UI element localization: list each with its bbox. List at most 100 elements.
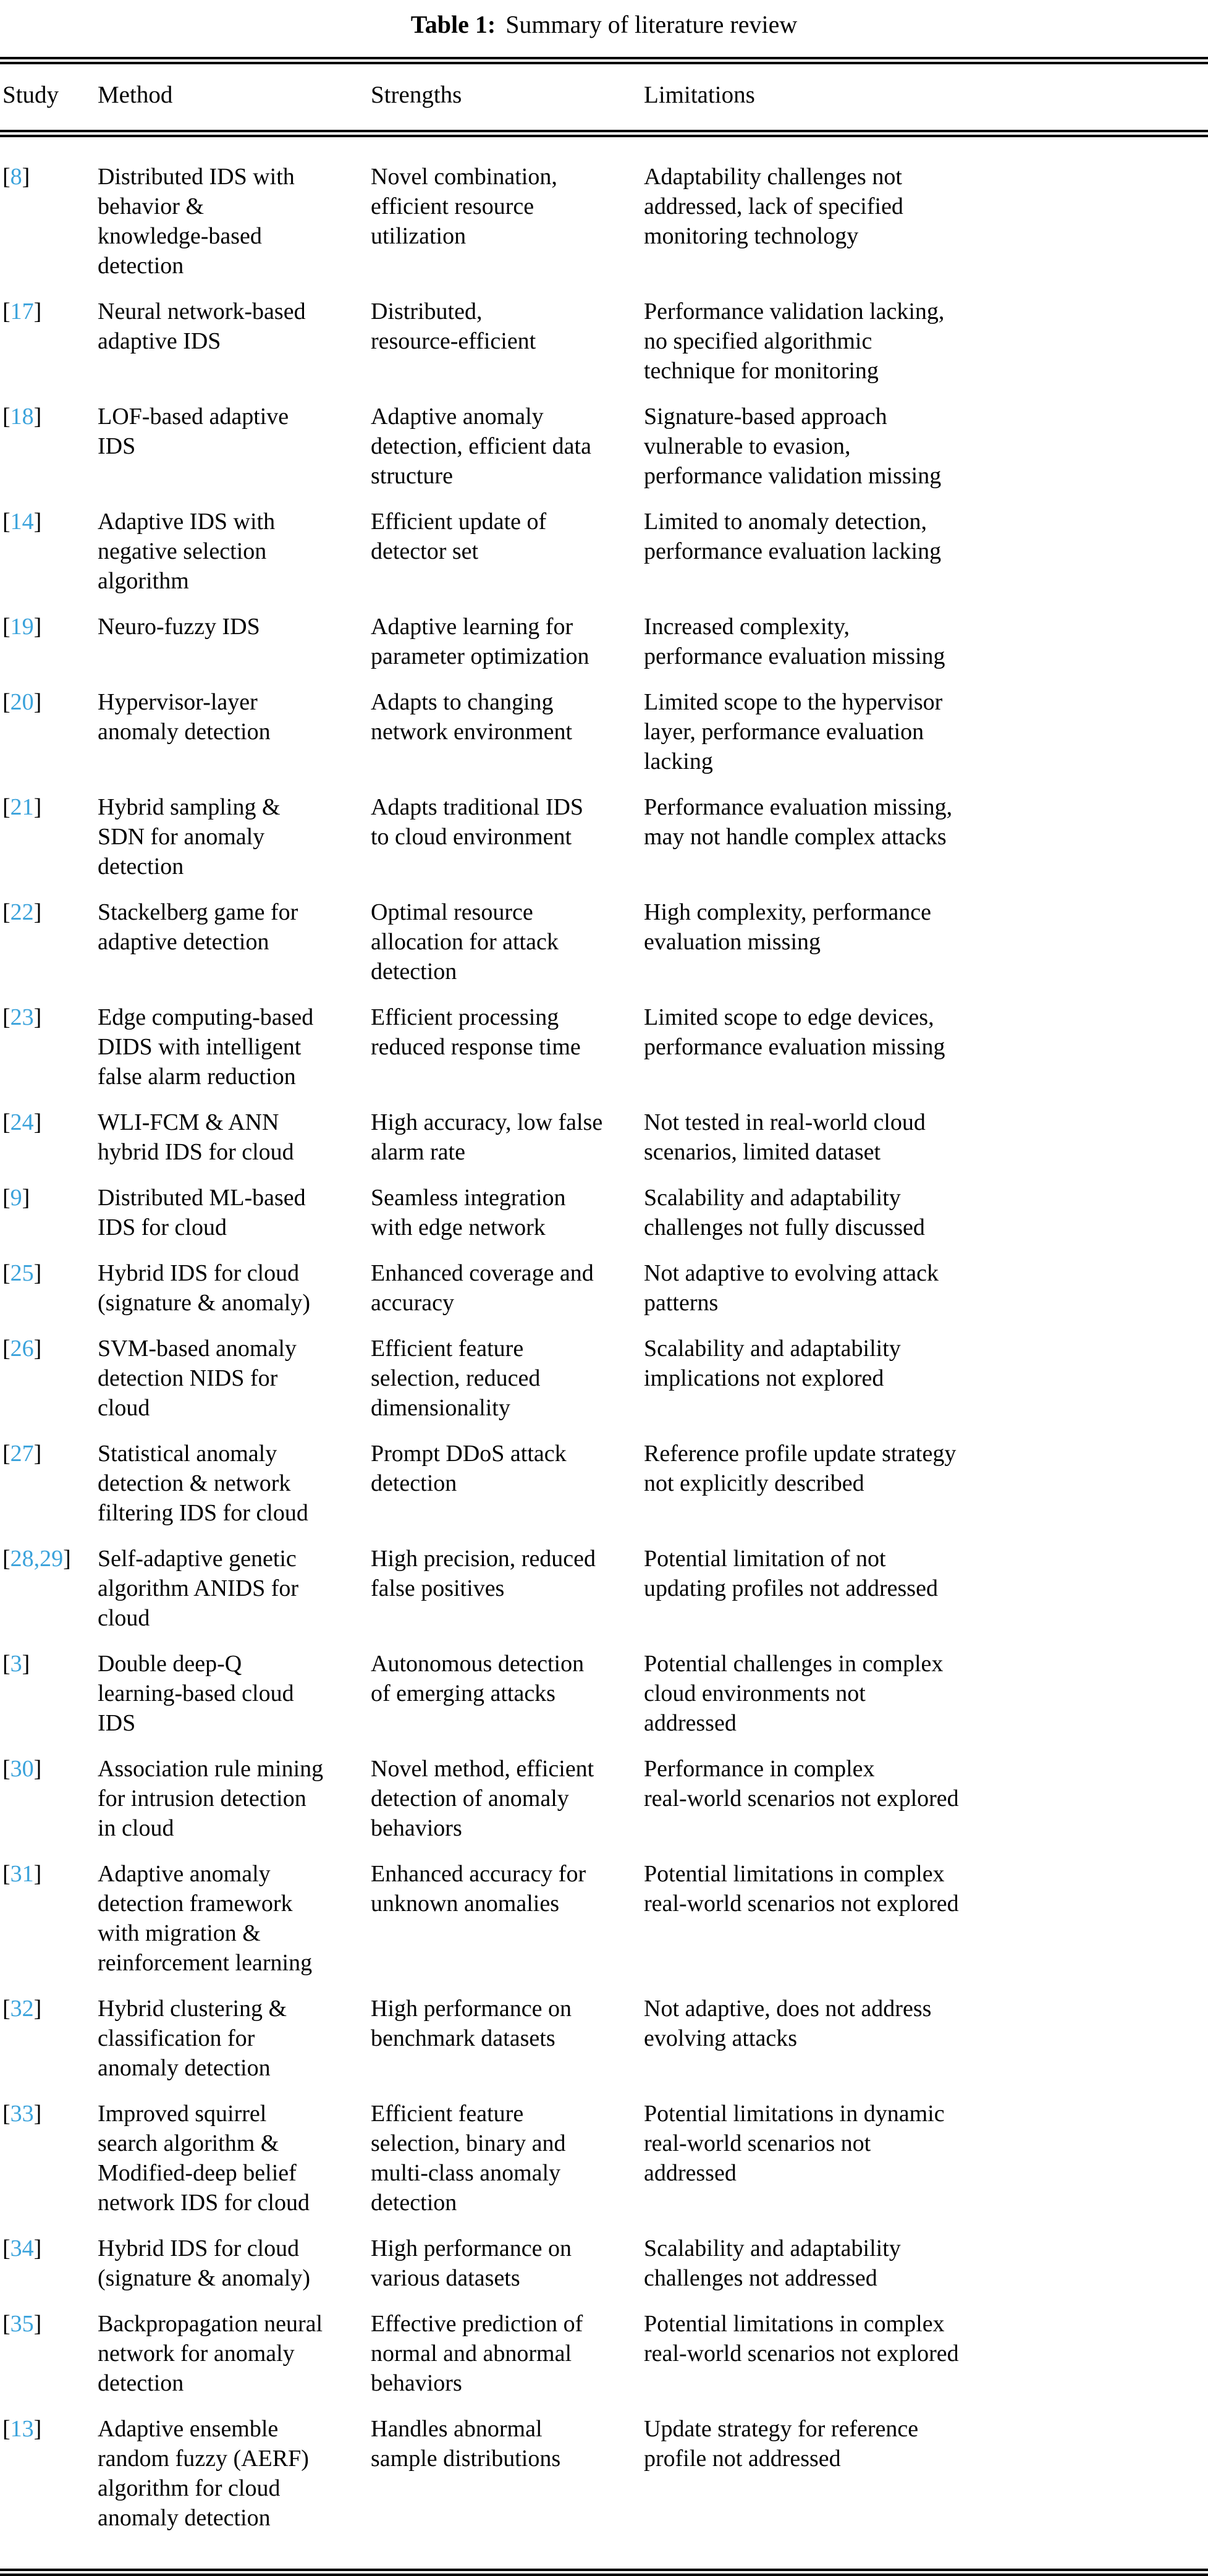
study-cell: [27] bbox=[0, 1439, 98, 1544]
citation-bracket-open: [ bbox=[2, 689, 11, 715]
study-cell: [28,29] bbox=[0, 1544, 98, 1649]
citation-link[interactable]: 20 bbox=[10, 689, 34, 715]
study-cell: [3] bbox=[0, 1649, 98, 1754]
citation-bracket-open: [ bbox=[2, 1004, 11, 1030]
header-row: Study Method Strengths Limitations bbox=[0, 57, 1208, 137]
table-caption-text: Summary of literature review bbox=[505, 11, 798, 38]
citation-link[interactable]: 23 bbox=[10, 1004, 34, 1030]
literature-review-table: Study Method Strengths Limitations [8] D… bbox=[0, 57, 1208, 2576]
table-row: [13] Adaptive ensemble random fuzzy (AER… bbox=[0, 2414, 1208, 2572]
citation-link[interactable]: 27 bbox=[10, 1441, 34, 1467]
citation-link[interactable]: 30 bbox=[10, 1756, 34, 1782]
method-cell: Adaptive ensemble random fuzzy (AERF) al… bbox=[98, 2416, 309, 2531]
study-cell: [26] bbox=[0, 1334, 98, 1439]
citation-bracket-close: ] bbox=[33, 404, 42, 430]
citation-link[interactable]: 21 bbox=[10, 794, 34, 820]
citation-link[interactable]: 17 bbox=[10, 299, 34, 324]
table-row: [31] Adaptive anomaly detection framewor… bbox=[0, 1859, 1208, 1994]
study-cell: [33] bbox=[0, 2099, 98, 2234]
strengths-cell: Efficient processing reduced response ti… bbox=[371, 1004, 581, 1060]
citation-link[interactable]: 25 bbox=[10, 1260, 34, 1286]
citation-link[interactable]: 32 bbox=[10, 1996, 34, 2022]
citation-link[interactable]: 34 bbox=[10, 2235, 34, 2261]
strengths-cell: Adapts to changing network environment bbox=[371, 689, 573, 745]
citation-link[interactable]: 35 bbox=[10, 2311, 34, 2337]
table-row: [8] Distributed IDS with behavior & know… bbox=[0, 133, 1208, 297]
limitations-cell: Limited to anomaly detection, performanc… bbox=[644, 509, 942, 564]
study-cell: [24] bbox=[0, 1108, 98, 1183]
limitations-cell: Reference profile update strategy not ex… bbox=[644, 1441, 957, 1496]
column-header-method: Method bbox=[98, 57, 371, 137]
citation-bracket-open: [ bbox=[2, 1185, 11, 1211]
citation-link[interactable]: 33 bbox=[10, 2101, 34, 2127]
citation-bracket-open: [ bbox=[2, 1336, 11, 1362]
citation-link[interactable]: 19 bbox=[10, 614, 34, 640]
citation-bracket-close: ] bbox=[33, 2101, 42, 2127]
limitations-cell: Scalability and adaptability implication… bbox=[644, 1336, 901, 1391]
citation-bracket-close: ] bbox=[33, 1336, 42, 1362]
method-cell: Self-adaptive genetic algorithm ANIDS fo… bbox=[98, 1546, 299, 1631]
citation-bracket-close: ] bbox=[33, 1109, 42, 1135]
table-caption: Table 1: Summary of literature review bbox=[0, 9, 1208, 41]
method-cell: Edge computing-based DIDS with intellige… bbox=[98, 1004, 314, 1090]
study-cell: [14] bbox=[0, 507, 98, 612]
strengths-cell: Efficient update of detector set bbox=[371, 509, 547, 564]
citation-bracket-open: [ bbox=[2, 164, 11, 190]
strengths-cell: High performance on various datasets bbox=[371, 2235, 572, 2291]
citation-link[interactable]: 3 bbox=[10, 1651, 22, 1677]
table-row: [14] Adaptive IDS with negative selectio… bbox=[0, 507, 1208, 612]
citation-link[interactable]: 8 bbox=[10, 164, 22, 190]
citation-link[interactable]: 14 bbox=[10, 509, 34, 535]
table-row: [18] LOF-based adaptive IDS Adaptive ano… bbox=[0, 402, 1208, 507]
study-cell: [21] bbox=[0, 792, 98, 897]
strengths-cell: Distributed, resource-efficient bbox=[371, 299, 536, 354]
limitations-cell: Update strategy for reference profile no… bbox=[644, 2416, 919, 2472]
strengths-cell: Enhanced accuracy for unknown anomalies bbox=[371, 1861, 586, 1917]
citation-link[interactable]: 28,29 bbox=[10, 1546, 64, 1572]
citation-bracket-open: [ bbox=[2, 2416, 11, 2442]
limitations-cell: Not adaptive, does not address evolving … bbox=[644, 1996, 932, 2051]
strengths-cell: High precision, reduced false positives bbox=[371, 1546, 596, 1601]
citation-bracket-open: [ bbox=[2, 1861, 11, 1887]
limitations-cell: Potential limitations in complex real-wo… bbox=[644, 2311, 959, 2366]
method-cell: Hybrid IDS for cloud (signature & anomal… bbox=[98, 2235, 311, 2291]
citation-bracket-open: [ bbox=[2, 1109, 11, 1135]
citation-bracket-close: ] bbox=[22, 1185, 30, 1211]
table-row: [3] Double deep-Q learning-based cloud I… bbox=[0, 1649, 1208, 1754]
citation-link[interactable]: 18 bbox=[10, 404, 34, 430]
table-row: [26] SVM-based anomaly detection NIDS fo… bbox=[0, 1334, 1208, 1439]
citation-bracket-open: [ bbox=[2, 2235, 11, 2261]
table-header: Study Method Strengths Limitations bbox=[0, 57, 1208, 137]
strengths-cell: Adaptive learning for parameter optimiza… bbox=[371, 614, 589, 669]
citation-bracket-close: ] bbox=[33, 299, 42, 324]
strengths-cell: Efficient feature selection, reduced dim… bbox=[371, 1336, 541, 1421]
citation-link[interactable]: 22 bbox=[10, 899, 34, 925]
method-cell: Hybrid clustering & classification for a… bbox=[98, 1996, 287, 2081]
limitations-cell: High complexity, performance evaluation … bbox=[644, 899, 931, 955]
citation-bracket-close: ] bbox=[33, 1756, 42, 1782]
citation-link[interactable]: 9 bbox=[10, 1185, 22, 1211]
study-cell: [30] bbox=[0, 1754, 98, 1859]
citation-bracket-close: ] bbox=[33, 509, 42, 535]
limitations-cell: Increased complexity, performance evalua… bbox=[644, 614, 945, 669]
strengths-cell: Adaptive anomaly detection, efficient da… bbox=[371, 404, 591, 489]
method-cell: SVM-based anomaly detection NIDS for clo… bbox=[98, 1336, 297, 1421]
limitations-cell: Scalability and adaptability challenges … bbox=[644, 2235, 901, 2291]
limitations-cell: Not adaptive to evolving attack patterns bbox=[644, 1260, 939, 1316]
citation-bracket-open: [ bbox=[2, 404, 11, 430]
column-header-strengths: Strengths bbox=[371, 57, 644, 137]
method-cell: Neuro-fuzzy IDS bbox=[98, 614, 260, 640]
citation-link[interactable]: 13 bbox=[10, 2416, 34, 2442]
limitations-cell: Adaptability challenges not addressed, l… bbox=[644, 164, 903, 249]
column-header-limitations: Limitations bbox=[644, 57, 1208, 137]
method-cell: Distributed ML-based IDS for cloud bbox=[98, 1185, 306, 1240]
limitations-cell: Performance evaluation missing, may not … bbox=[644, 794, 953, 850]
citation-link[interactable]: 31 bbox=[10, 1861, 34, 1887]
strengths-cell: Prompt DDoS attack detection bbox=[371, 1441, 567, 1496]
citation-link[interactable]: 24 bbox=[10, 1109, 34, 1135]
citation-link[interactable]: 26 bbox=[10, 1336, 34, 1362]
citation-bracket-close: ] bbox=[33, 2311, 42, 2337]
limitations-cell: Signature-based approach vulnerable to e… bbox=[644, 404, 942, 489]
citation-bracket-close: ] bbox=[33, 2416, 42, 2442]
